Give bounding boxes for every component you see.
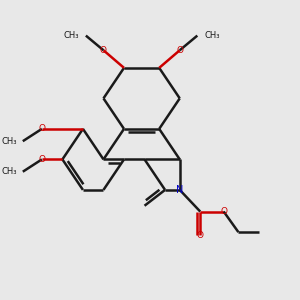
Text: CH₃: CH₃ [63,31,79,40]
Text: CH₃: CH₃ [205,31,220,40]
Text: O: O [176,46,183,55]
Text: O: O [38,155,45,164]
Text: O: O [100,46,107,55]
Text: CH₃: CH₃ [2,137,17,146]
Text: O: O [38,124,45,134]
Text: N: N [176,185,183,195]
Text: O: O [220,207,227,216]
Text: CH₃: CH₃ [2,167,17,176]
Text: O: O [197,231,204,240]
